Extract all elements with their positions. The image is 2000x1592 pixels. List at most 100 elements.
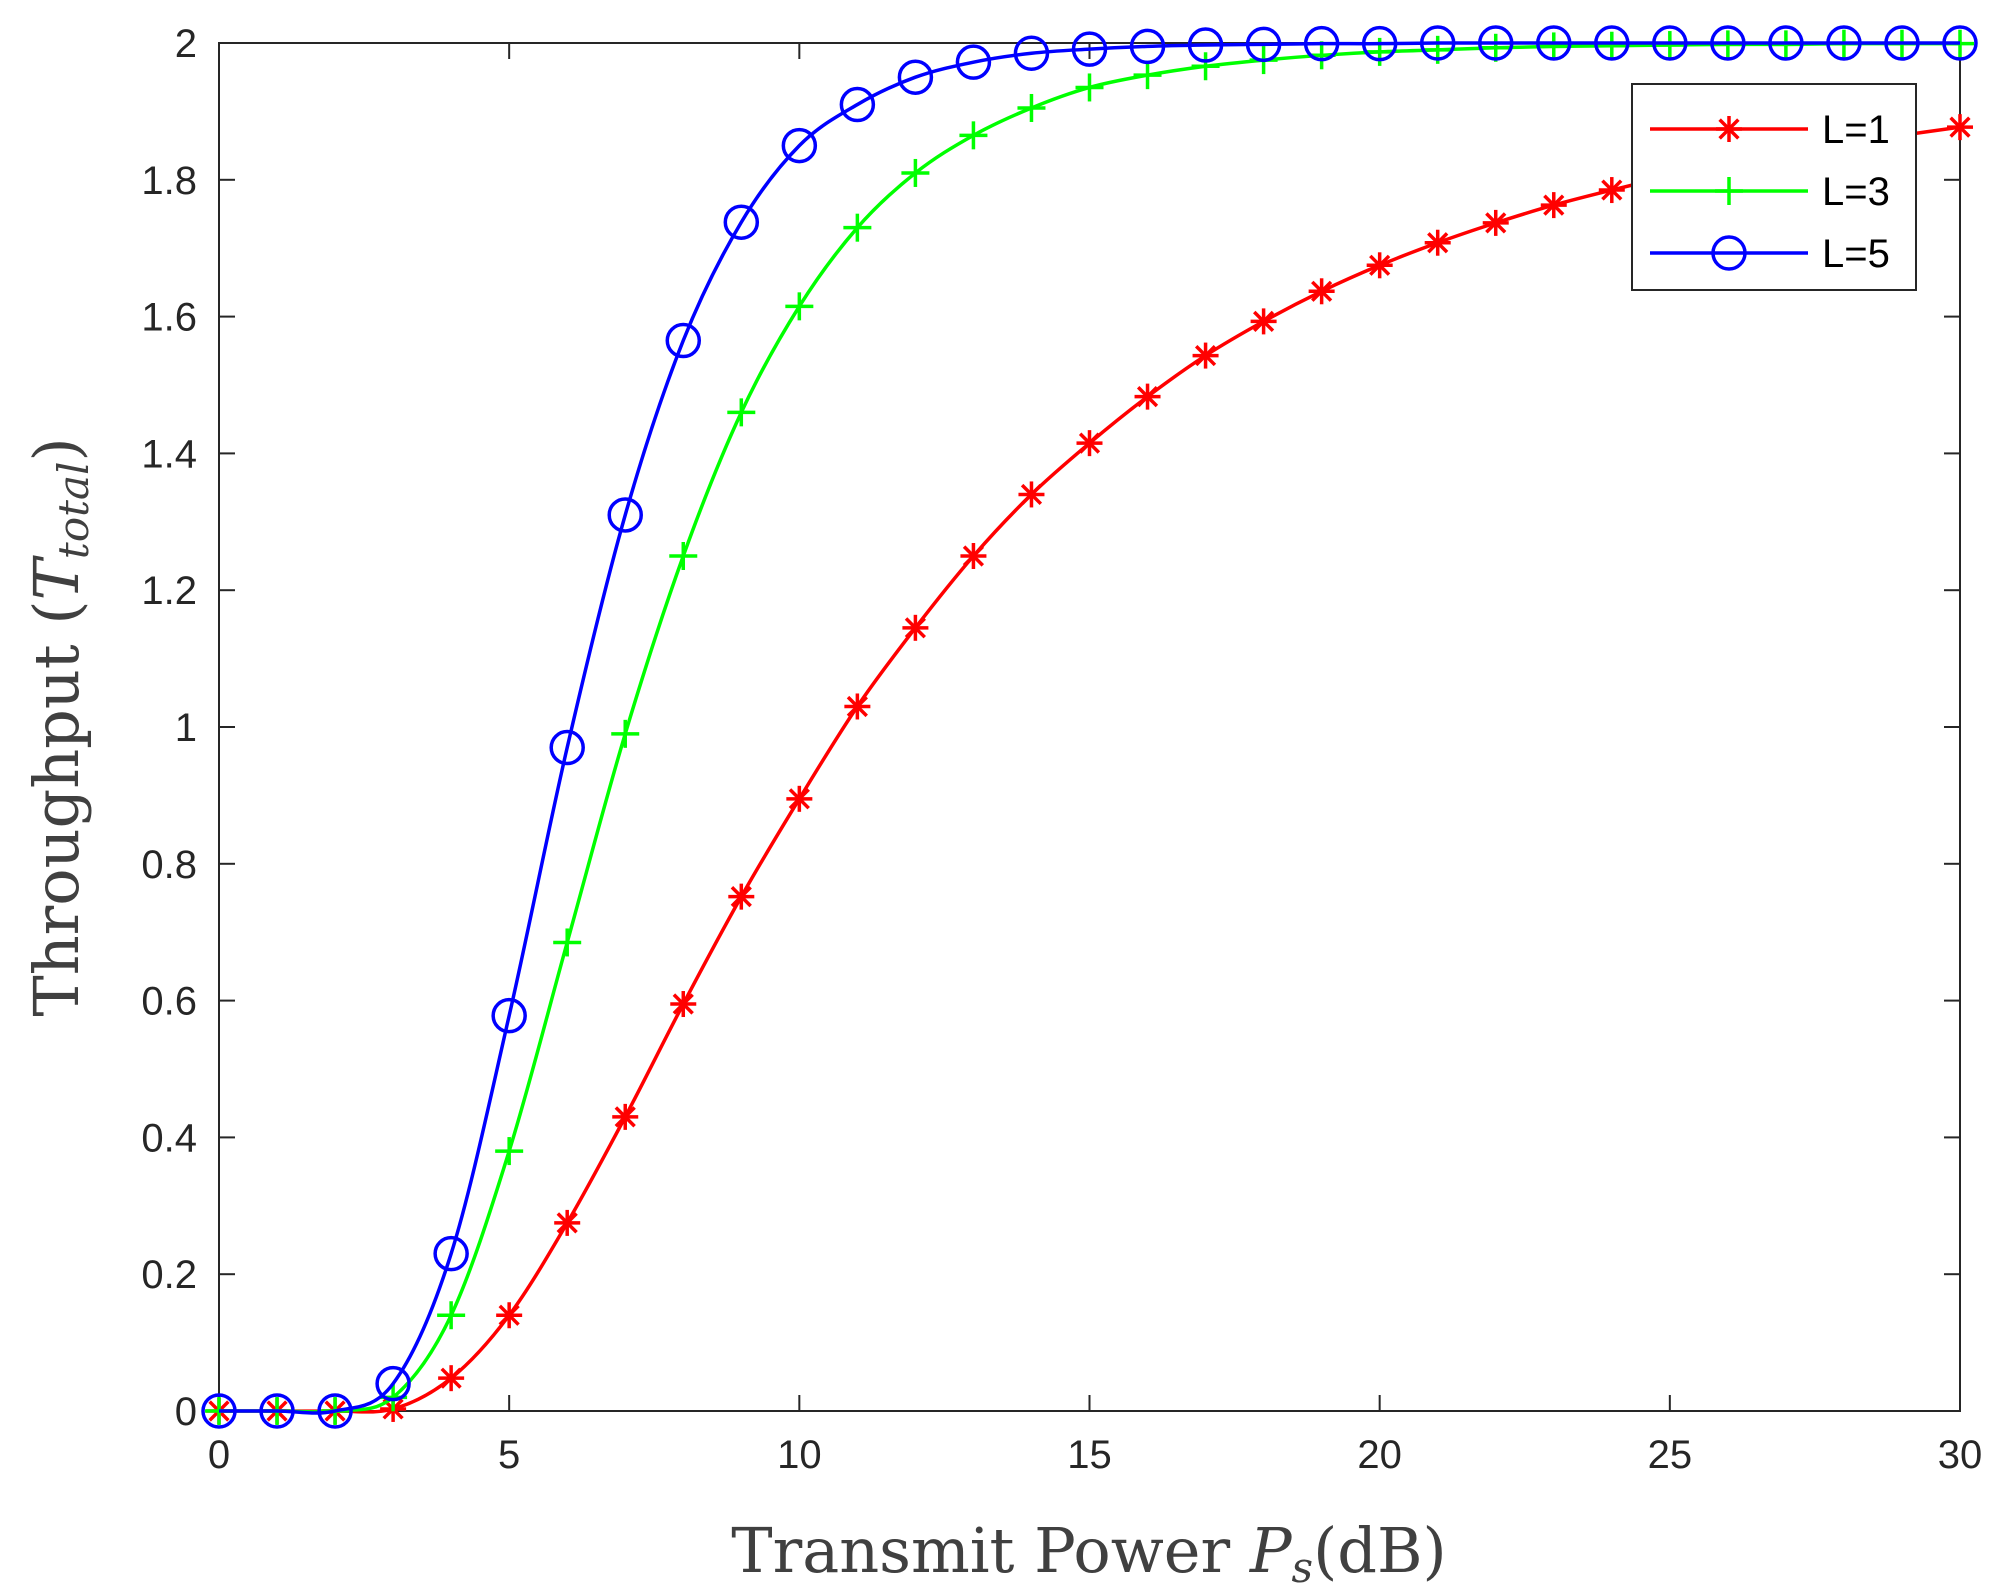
y-axis-title: Throughput (Ttotal) (20, 437, 98, 1016)
data-point (1076, 430, 1103, 457)
legend-box (1631, 83, 1917, 291)
data-point (960, 543, 987, 569)
y-tick-label: 0.4 (141, 1116, 197, 1160)
x-axis: 0 5 10 15 20 25 30 (208, 43, 1982, 1477)
x-tick-label: 30 (1938, 1433, 1983, 1477)
data-point (901, 158, 930, 187)
data-point (1191, 52, 1220, 81)
legend-item-L=1: L=1 (1650, 108, 1890, 152)
legend-label: L=3 (1822, 170, 1890, 214)
data-point (1075, 73, 1104, 102)
data-point (1018, 481, 1045, 508)
data-point (1540, 192, 1567, 219)
data-point (902, 614, 929, 641)
data-point (317, 1393, 353, 1429)
y-tick-label: 0.2 (141, 1253, 197, 1297)
data-point (1481, 33, 1510, 62)
data-point (611, 719, 640, 748)
data-point (839, 86, 876, 123)
data-point (438, 1365, 465, 1392)
data-point (201, 1393, 237, 1429)
y-tick-label: 0 (175, 1390, 197, 1434)
data-point (1652, 25, 1688, 61)
series-layer (201, 25, 1978, 1429)
legend-marker (1716, 116, 1742, 142)
data-point (1482, 209, 1509, 236)
data-point (1710, 25, 1746, 61)
data-point (1419, 25, 1456, 61)
y-tick-label: 1.2 (141, 569, 197, 613)
data-point (1947, 114, 1973, 141)
data-point (1655, 31, 1684, 60)
data-point (1013, 35, 1050, 72)
x-tick-label: 10 (777, 1433, 822, 1477)
y-tick-label: 1.8 (141, 159, 197, 203)
data-point (1071, 31, 1108, 67)
data-point (728, 883, 755, 910)
data-point (437, 1301, 466, 1330)
data-point (1017, 93, 1046, 122)
data-point (955, 44, 992, 80)
data-point (259, 1393, 295, 1429)
legend-label: L=5 (1822, 232, 1890, 276)
data-point (665, 322, 702, 359)
data-point (491, 997, 527, 1034)
y-tick-label: 2 (175, 22, 197, 66)
x-axis-title: Transmit Power Ps(dB) (731, 1514, 1447, 1592)
data-point (1598, 177, 1625, 204)
data-point (1768, 25, 1804, 61)
data-point (669, 542, 698, 570)
data-point (554, 1209, 581, 1236)
data-point (959, 121, 988, 150)
y-tick-label: 1 (175, 706, 197, 750)
data-point (433, 1235, 469, 1272)
y-tick-label: 1.6 (141, 296, 197, 340)
data-point (1536, 25, 1572, 61)
data-point (553, 928, 582, 957)
data-point (549, 729, 585, 766)
legend-marker (1715, 177, 1743, 205)
data-point (1942, 25, 1978, 61)
data-point (723, 204, 760, 240)
data-point (844, 693, 871, 720)
y-tick-label: 0.8 (141, 843, 197, 887)
data-point (1594, 25, 1630, 61)
series-L=5 (201, 25, 1978, 1429)
x-tick-label: 15 (1067, 1433, 1112, 1477)
data-point (1129, 28, 1166, 65)
x-tick-label: 25 (1648, 1433, 1693, 1477)
data-point (1245, 26, 1282, 63)
legend-item-L=3: L=3 (1650, 170, 1890, 214)
data-point (1424, 229, 1451, 256)
data-point (1134, 383, 1161, 410)
series-line (218, 41, 1960, 1415)
x-tick-label: 5 (498, 1433, 520, 1477)
data-point (1884, 25, 1920, 61)
x-tick-label: 0 (208, 1433, 230, 1477)
y-tick-label: 0.6 (141, 980, 197, 1024)
data-point (1361, 25, 1398, 62)
y-axis: 0 0.2 0.4 0.6 0.8 1 1.2 1.4 1.6 1.8 2 (141, 22, 1960, 1434)
data-point (1303, 25, 1340, 62)
data-point (1366, 252, 1393, 279)
legend-marker (1711, 235, 1747, 271)
data-point (727, 398, 756, 427)
data-point (1187, 27, 1224, 63)
data-point (607, 497, 643, 533)
data-point (1539, 32, 1568, 61)
data-point (1826, 25, 1862, 61)
data-point (781, 127, 818, 164)
data-point (375, 1365, 411, 1402)
data-point (1597, 31, 1626, 60)
data-point (786, 785, 813, 812)
data-point (1308, 278, 1335, 305)
x-tick-label: 20 (1357, 1433, 1402, 1477)
data-point (1192, 342, 1219, 369)
legend: L=1 L=3 L=5 (1631, 83, 1917, 291)
data-point (1477, 25, 1514, 61)
data-point (785, 292, 814, 321)
data-point (843, 213, 872, 242)
legend-label: L=1 (1822, 108, 1890, 152)
data-point (495, 1137, 524, 1166)
